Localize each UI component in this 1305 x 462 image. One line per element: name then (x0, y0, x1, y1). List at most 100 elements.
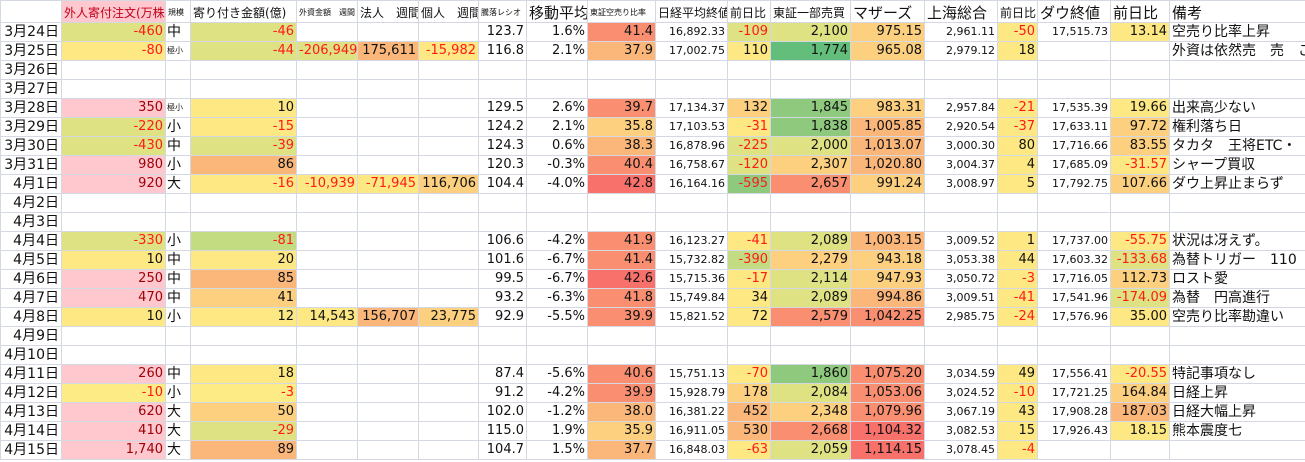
cell-corporate-weekly[interactable] (357, 345, 419, 365)
cell-foreign-opening-orders[interactable] (61, 79, 166, 99)
cell-individual-weekly[interactable]: 23,775 (418, 307, 479, 327)
cell-dow-close[interactable]: 17,576.96 (1037, 307, 1111, 327)
cell-nikkei-close[interactable] (655, 345, 728, 365)
cell-dow-change[interactable]: -174.09 (1110, 288, 1170, 308)
cell-nikkei-close[interactable]: 16,892.33 (655, 22, 728, 42)
cell-notes[interactable] (1169, 79, 1305, 99)
cell-date[interactable]: 4月15日 (0, 440, 62, 460)
cell-moving-average[interactable]: -4.2% (526, 231, 588, 251)
cell-nikkei-change[interactable]: 72 (727, 307, 771, 327)
cell-scale[interactable]: 中 (165, 136, 191, 156)
cell-shanghai-change[interactable]: 4 (997, 155, 1038, 175)
cell-shanghai-composite[interactable] (924, 60, 998, 80)
cell-advance-decline-ratio[interactable] (478, 79, 527, 99)
cell-date[interactable]: 4月6日 (0, 269, 62, 289)
cell-opening-amount[interactable]: 20 (190, 250, 297, 270)
cell-shanghai-change[interactable]: -37 (997, 117, 1038, 137)
cell-nikkei-close[interactable]: 15,751.13 (655, 364, 728, 384)
cell-foreign-opening-orders[interactable] (61, 193, 166, 213)
cell-short-selling-ratio[interactable] (587, 345, 656, 365)
cell-date[interactable]: 4月7日 (0, 288, 62, 308)
cell-dow-change[interactable]: 19.66 (1110, 98, 1170, 118)
cell-dow-close[interactable]: 17,908.28 (1037, 402, 1111, 422)
cell-corporate-weekly[interactable] (357, 250, 419, 270)
column-header-date[interactable] (0, 0, 62, 23)
cell-date[interactable]: 4月4日 (0, 231, 62, 251)
cell-moving-average[interactable]: 1.5% (526, 440, 588, 460)
cell-short-selling-ratio[interactable] (587, 79, 656, 99)
cell-nikkei-change[interactable] (727, 193, 771, 213)
cell-individual-weekly[interactable] (418, 193, 479, 213)
cell-foreign-opening-orders[interactable]: 10 (61, 250, 166, 270)
cell-opening-amount[interactable] (190, 345, 297, 365)
cell-opening-amount[interactable]: 18 (190, 364, 297, 384)
cell-foreign-weekly[interactable] (296, 79, 358, 99)
column-header-tosho-volume[interactable]: 東証一部売買 (770, 0, 851, 23)
cell-dow-change[interactable]: 107.66 (1110, 174, 1170, 194)
cell-dow-close[interactable]: 17,926.43 (1037, 421, 1111, 441)
cell-dow-close[interactable]: 17,603.32 (1037, 250, 1111, 270)
cell-advance-decline-ratio[interactable]: 129.5 (478, 98, 527, 118)
cell-moving-average[interactable]: 0.6% (526, 136, 588, 156)
cell-moving-average[interactable]: 2.6% (526, 98, 588, 118)
cell-short-selling-ratio[interactable]: 35.8 (587, 117, 656, 137)
cell-mothers[interactable]: 965.08 (850, 41, 925, 61)
cell-date[interactable]: 4月12日 (0, 383, 62, 403)
cell-opening-amount[interactable] (190, 60, 297, 80)
cell-tosho-volume[interactable]: 2,668 (770, 421, 851, 441)
cell-notes[interactable]: 状況は冴えず。 (1169, 231, 1305, 251)
cell-corporate-weekly[interactable] (357, 231, 419, 251)
cell-notes[interactable]: 空売り比率勘違い (1169, 307, 1305, 327)
cell-foreign-opening-orders[interactable] (61, 60, 166, 80)
cell-nikkei-close[interactable]: 16,381.22 (655, 402, 728, 422)
cell-mothers[interactable] (850, 345, 925, 365)
cell-individual-weekly[interactable] (418, 79, 479, 99)
cell-foreign-opening-orders[interactable]: 250 (61, 269, 166, 289)
cell-mothers[interactable] (850, 212, 925, 232)
cell-short-selling-ratio[interactable]: 42.6 (587, 269, 656, 289)
cell-individual-weekly[interactable] (418, 364, 479, 384)
cell-opening-amount[interactable]: -16 (190, 174, 297, 194)
cell-dow-change[interactable]: -133.68 (1110, 250, 1170, 270)
cell-individual-weekly[interactable] (418, 421, 479, 441)
cell-shanghai-change[interactable]: -21 (997, 98, 1038, 118)
cell-dow-close[interactable]: 17,721.25 (1037, 383, 1111, 403)
cell-foreign-opening-orders[interactable]: -430 (61, 136, 166, 156)
cell-moving-average[interactable] (526, 60, 588, 80)
cell-shanghai-change[interactable]: -50 (997, 22, 1038, 42)
cell-foreign-weekly[interactable] (296, 98, 358, 118)
cell-corporate-weekly[interactable] (357, 288, 419, 308)
cell-nikkei-close[interactable]: 15,928.79 (655, 383, 728, 403)
column-header-advance-decline-ratio[interactable]: 騰落レシオ (478, 0, 527, 23)
cell-corporate-weekly[interactable] (357, 212, 419, 232)
cell-shanghai-composite[interactable]: 2,985.75 (924, 307, 998, 327)
cell-corporate-weekly[interactable] (357, 383, 419, 403)
cell-tosho-volume[interactable] (770, 60, 851, 80)
cell-nikkei-change[interactable] (727, 79, 771, 99)
cell-foreign-weekly[interactable] (296, 136, 358, 156)
cell-foreign-weekly[interactable] (296, 345, 358, 365)
cell-date[interactable]: 4月8日 (0, 307, 62, 327)
cell-individual-weekly[interactable]: 116,706 (418, 174, 479, 194)
cell-individual-weekly[interactable] (418, 155, 479, 175)
cell-shanghai-change[interactable]: 49 (997, 364, 1038, 384)
column-header-notes[interactable]: 備考 (1169, 0, 1305, 23)
column-header-opening-amount[interactable]: 寄り付き金額(億) (190, 0, 297, 23)
cell-corporate-weekly[interactable] (357, 326, 419, 346)
cell-individual-weekly[interactable] (418, 231, 479, 251)
cell-shanghai-composite[interactable] (924, 212, 998, 232)
cell-notes[interactable]: 特記事項なし (1169, 364, 1305, 384)
cell-nikkei-close[interactable]: 16,848.03 (655, 440, 728, 460)
cell-tosho-volume[interactable]: 1,860 (770, 364, 851, 384)
cell-shanghai-change[interactable]: 80 (997, 136, 1038, 156)
cell-dow-close[interactable] (1037, 345, 1111, 365)
cell-individual-weekly[interactable] (418, 345, 479, 365)
cell-advance-decline-ratio[interactable]: 115.0 (478, 421, 527, 441)
cell-moving-average[interactable]: 2.1% (526, 117, 588, 137)
cell-dow-change[interactable] (1110, 193, 1170, 213)
cell-dow-change[interactable]: 112.73 (1110, 269, 1170, 289)
cell-shanghai-composite[interactable]: 3,082.53 (924, 421, 998, 441)
cell-opening-amount[interactable]: 12 (190, 307, 297, 327)
column-header-moving-average[interactable]: 移動平均 (526, 0, 588, 23)
cell-foreign-weekly[interactable]: 14,543 (296, 307, 358, 327)
